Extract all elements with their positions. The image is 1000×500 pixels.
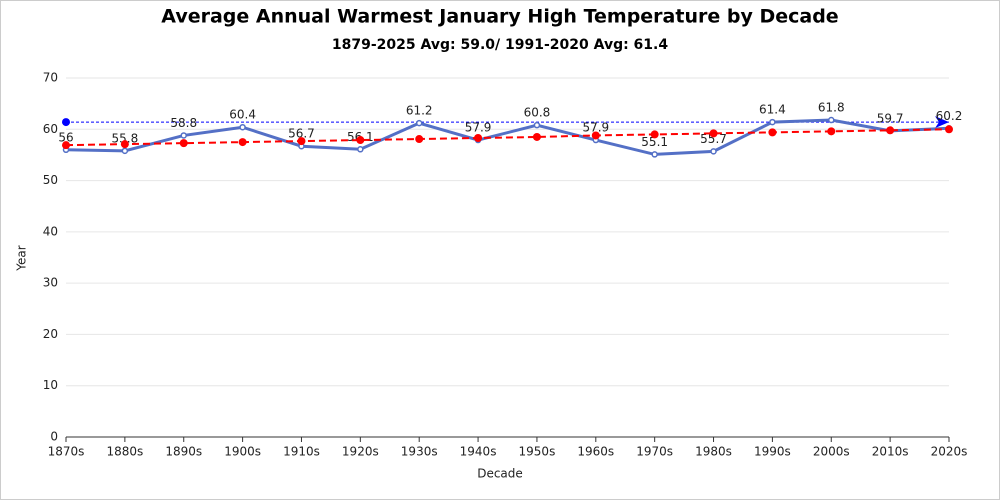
- data-label: 56: [58, 130, 73, 144]
- data-point: [769, 118, 776, 126]
- y-tick-label: 0: [50, 430, 58, 444]
- trend-point: [768, 128, 777, 137]
- trend-point: [650, 130, 659, 139]
- trend-point: [709, 129, 718, 138]
- x-tick-label: 1870s: [48, 445, 85, 459]
- trend-point: [179, 139, 188, 148]
- data-label: 60.4: [229, 108, 256, 122]
- trend-point: [886, 126, 895, 135]
- y-tick-label: 20: [43, 327, 58, 341]
- chart-title: Average Annual Warmest January High Temp…: [161, 6, 838, 28]
- data-point: [415, 119, 423, 127]
- x-tick-label: 2000s: [813, 445, 850, 459]
- data-label: 55.1: [641, 135, 668, 149]
- trend-point: [62, 141, 70, 150]
- trend-point: [532, 132, 541, 141]
- x-tick-label: 1990s: [754, 445, 791, 459]
- data-label: 57.9: [465, 121, 492, 135]
- x-tick-label: 1980s: [695, 445, 732, 459]
- x-tick-label: 1930s: [401, 445, 438, 459]
- data-label: 55.7: [700, 132, 727, 146]
- data-label: 60.8: [524, 106, 551, 120]
- data-point: [651, 151, 658, 158]
- trend-line: [65, 128, 950, 147]
- y-tick-label: 30: [43, 276, 58, 290]
- data-point: [357, 146, 364, 153]
- data-label: 59.7: [877, 111, 904, 125]
- trend-point: [474, 134, 483, 143]
- data-label: 61.2: [406, 104, 433, 118]
- data-label: 58.8: [170, 116, 197, 130]
- data-point: [239, 123, 246, 131]
- x-tick-label: 2010s: [872, 445, 909, 459]
- reference-arrow: [935, 116, 949, 129]
- y-tick-label: 60: [43, 122, 58, 136]
- data-point: [180, 132, 187, 139]
- x-tick-label: 1970s: [636, 445, 673, 459]
- trend-point: [415, 135, 424, 144]
- trend-point: [827, 127, 836, 136]
- data-point: [533, 121, 541, 129]
- data-label: 57.9: [582, 121, 609, 135]
- data-label: 60.2: [936, 109, 963, 123]
- data-point: [710, 148, 717, 155]
- data-label: 55.8: [112, 131, 139, 145]
- x-tick-label: 1940s: [460, 445, 497, 459]
- x-tick-label: 1880s: [106, 445, 143, 459]
- x-tick-label: 1960s: [577, 445, 614, 459]
- data-point: [828, 116, 835, 124]
- x-tick-label: 2020s: [931, 445, 968, 459]
- trend-point: [945, 125, 953, 134]
- x-tick-label: 1900s: [224, 445, 261, 459]
- y-tick-label: 10: [43, 378, 58, 392]
- y-tick-label: 50: [43, 173, 58, 187]
- data-label: 61.4: [759, 103, 786, 117]
- trend-point: [297, 137, 306, 146]
- data-label: 61.8: [818, 101, 845, 115]
- chart-subtitle: 1879-2025 Avg: 59.0/ 1991-2020 Avg: 61.4: [332, 37, 668, 53]
- data-line: [65, 118, 950, 156]
- x-axis-label: Decade: [477, 467, 523, 481]
- y-axis-label: Year: [15, 245, 29, 271]
- y-tick-label: 40: [43, 224, 58, 238]
- x-tick-label: 1920s: [342, 445, 379, 459]
- trend-point: [120, 140, 129, 149]
- trend-point: [591, 131, 600, 140]
- data-point: [121, 147, 129, 155]
- x-tick-label: 1890s: [165, 445, 202, 459]
- trend-point: [238, 138, 247, 147]
- x-tick-label: 1950s: [519, 445, 556, 459]
- x-tick-label: 1910s: [283, 445, 320, 459]
- data-label: 56.7: [288, 127, 315, 141]
- y-tick-label: 70: [43, 71, 58, 85]
- reference-start: [62, 118, 70, 127]
- trend-point: [356, 136, 365, 145]
